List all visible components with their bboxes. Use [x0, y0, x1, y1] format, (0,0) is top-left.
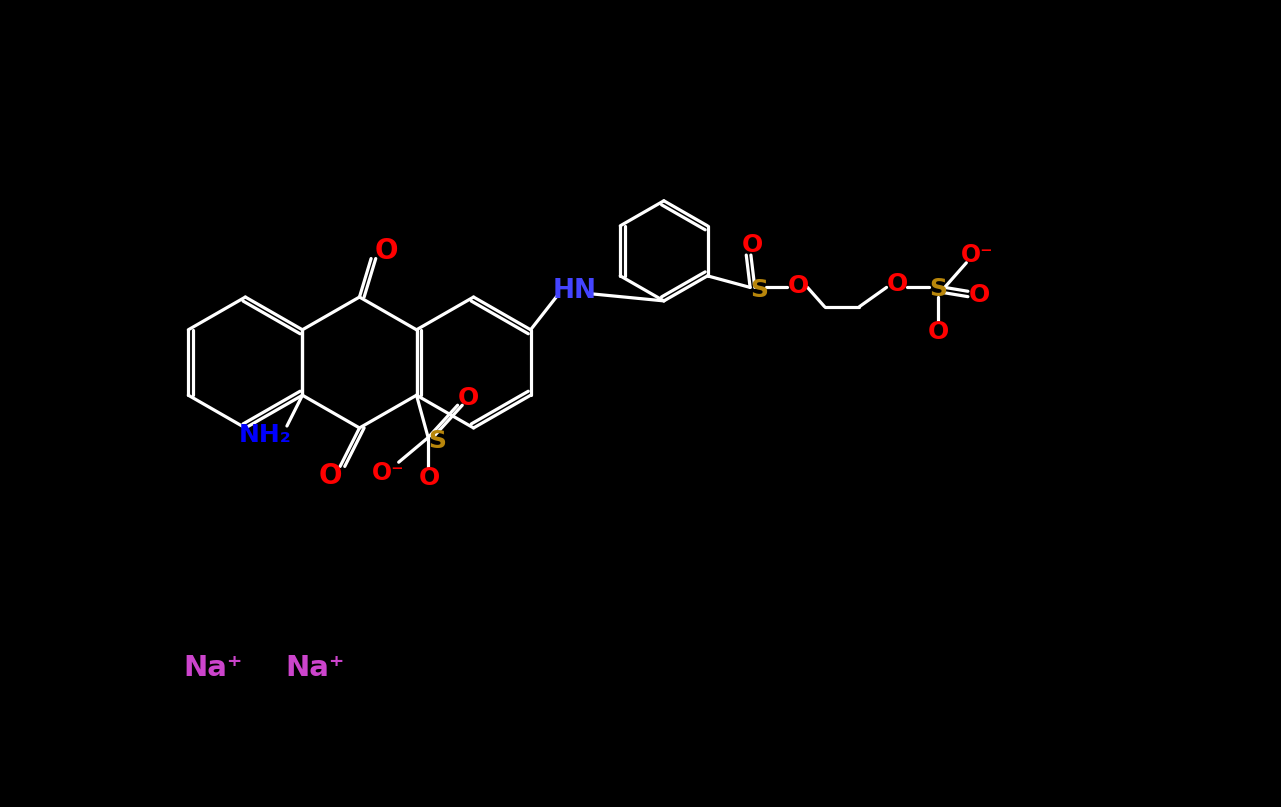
Text: O: O	[375, 236, 398, 265]
Text: O: O	[788, 274, 808, 298]
Text: O: O	[968, 283, 990, 307]
Text: O: O	[742, 233, 763, 257]
Text: O: O	[319, 462, 342, 490]
Text: NH₂: NH₂	[238, 423, 292, 447]
Text: Na⁺: Na⁺	[286, 654, 345, 682]
Text: HN: HN	[553, 278, 597, 304]
Text: O: O	[886, 272, 908, 296]
Text: S: S	[428, 429, 447, 454]
Text: O: O	[419, 466, 441, 490]
Text: O: O	[457, 386, 479, 409]
Text: S: S	[930, 277, 948, 301]
Text: O⁻: O⁻	[371, 461, 405, 485]
Text: Na⁺: Na⁺	[183, 654, 242, 682]
Text: O: O	[927, 320, 949, 344]
Text: S: S	[751, 278, 769, 302]
Text: O⁻: O⁻	[961, 243, 994, 267]
